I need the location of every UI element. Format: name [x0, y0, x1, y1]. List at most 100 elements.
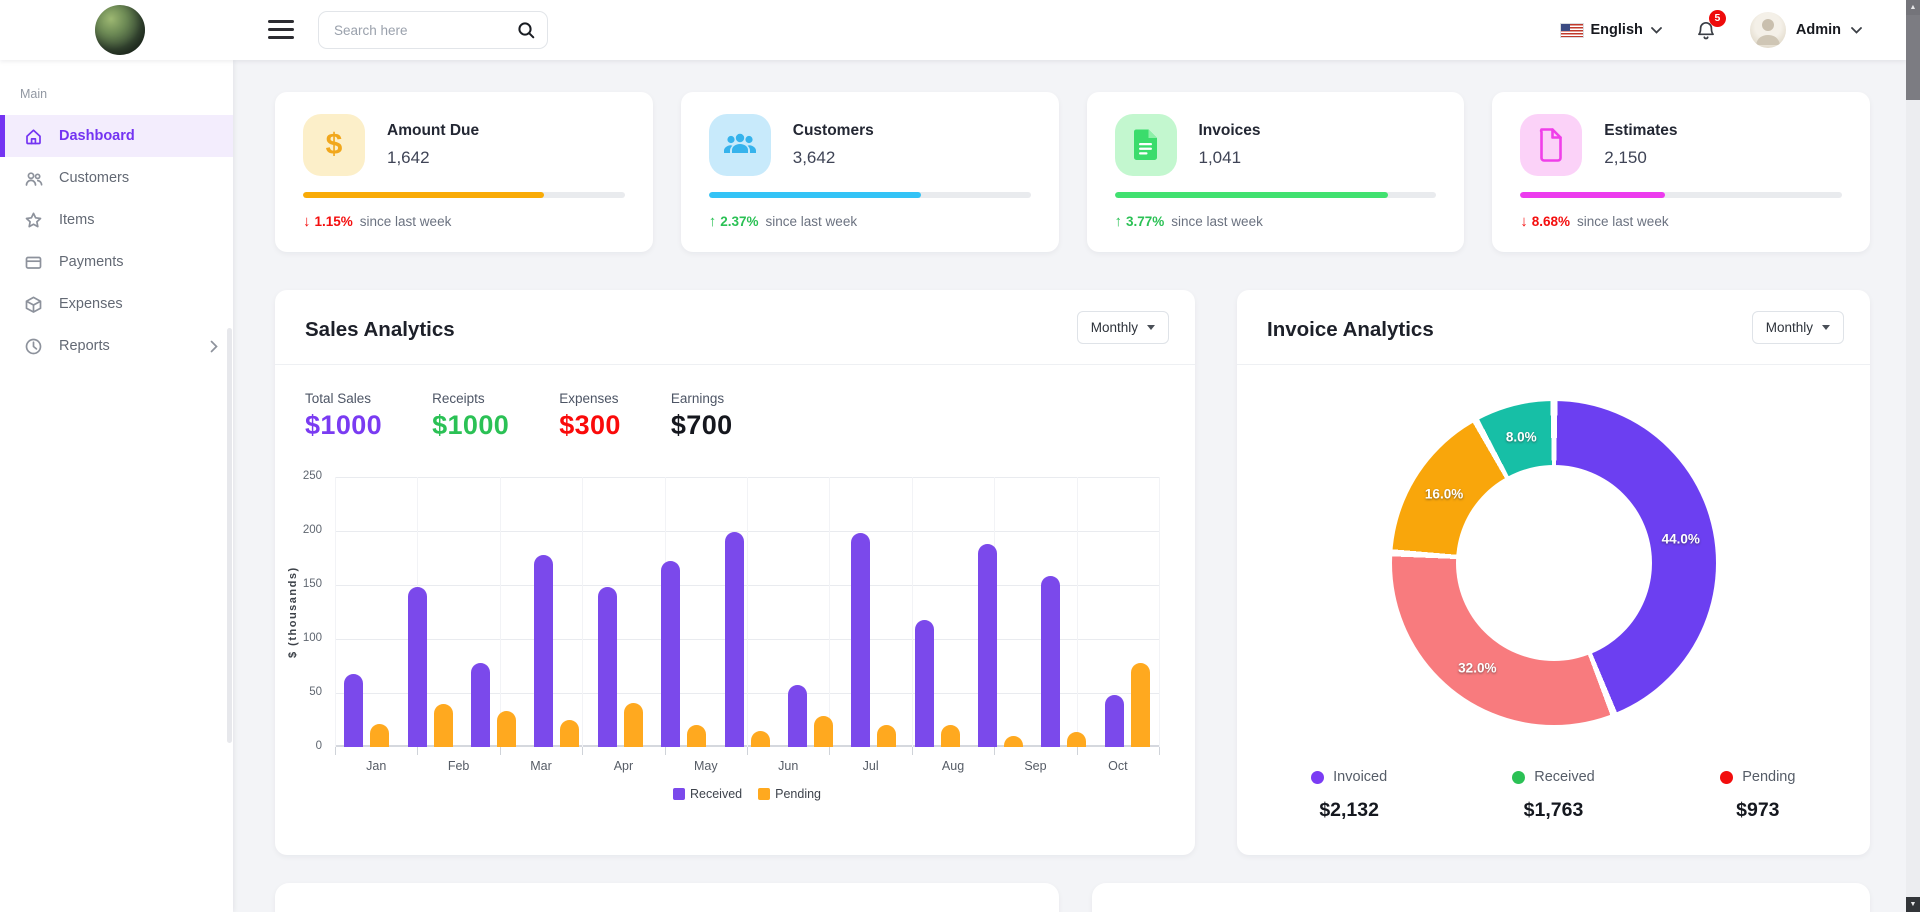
pending-bar: [1067, 731, 1087, 747]
x-tick-mark: [664, 747, 666, 755]
search-box: [318, 11, 548, 49]
language-label: English: [1590, 22, 1643, 38]
bottom-right-card: [1092, 883, 1870, 912]
credit-card-icon: [25, 256, 42, 269]
bar-group: [525, 477, 588, 747]
trend-percent: 8.68%: [1531, 214, 1571, 229]
menu-toggle-icon[interactable]: [268, 20, 294, 39]
language-selector[interactable]: English: [1559, 22, 1662, 38]
x-tick-mark: [1076, 747, 1078, 755]
search-icon[interactable]: [517, 21, 535, 39]
sidebar-item-customers[interactable]: Customers: [0, 157, 233, 199]
legend-received: Received $1,763: [1451, 769, 1655, 822]
notification-badge: 5: [1708, 9, 1726, 27]
sales-summary-row: Total Sales $1000 Receipts $1000 Expense…: [275, 365, 1195, 441]
summary-expenses: Expenses $300: [559, 391, 621, 440]
summary-earnings: Earnings $700: [670, 391, 733, 440]
sales-analytics-title: Sales Analytics: [305, 318, 455, 341]
sales-period-dropdown[interactable]: Monthly: [1076, 311, 1169, 344]
legend-pending: Pending $973: [1656, 769, 1860, 822]
received-bar: [851, 533, 871, 747]
scroll-down-button[interactable]: ▼: [1906, 897, 1920, 912]
trend-note: since last week: [1171, 214, 1263, 229]
users-icon: [25, 171, 43, 186]
scrollbar-thumb[interactable]: [1906, 15, 1920, 100]
sidebar-item-expenses[interactable]: Expenses: [0, 283, 233, 325]
company-logo[interactable]: [95, 5, 145, 55]
trend-arrow-icon: ↓: [1520, 213, 1528, 230]
sidebar-item-payments[interactable]: Payments: [0, 241, 233, 283]
x-axis-label: Mar: [530, 759, 552, 773]
progress-bar: [1114, 192, 1437, 198]
donut-slice-label: 8.0%: [1505, 429, 1537, 445]
x-tick-mark: [1159, 747, 1160, 755]
vertical-gridline: [1159, 477, 1160, 747]
pending-dot-icon: [1720, 770, 1734, 784]
stat-value: 1,642: [387, 148, 430, 167]
invoice-analytics-title: Invoice Analytics: [1267, 318, 1434, 341]
legend-invoiced: Invoiced $2,132: [1247, 769, 1451, 822]
x-tick-mark: [417, 747, 419, 755]
star-icon: [25, 212, 42, 227]
bar-group: [589, 477, 652, 747]
stat-card-amount-due: $ Amount Due 1,642 ↓ 1.15% since last we…: [275, 92, 653, 252]
user-menu[interactable]: Admin: [1749, 12, 1862, 48]
user-avatar: [1749, 12, 1786, 48]
sidebar-item-label: Reports: [59, 338, 110, 354]
bar-group: [1032, 477, 1095, 747]
caret-down-icon: [1822, 325, 1830, 330]
vertical-gridline: [747, 477, 748, 747]
bar-group: [969, 477, 1032, 747]
stat-card-customers: Customers 3,642 ↑ 2.37% since last week: [680, 92, 1059, 252]
trend-note: since last week: [1577, 214, 1669, 229]
trend-percent: 3.77%: [1126, 214, 1165, 229]
chevron-down-icon: [1650, 26, 1662, 34]
dollar-icon: $: [303, 114, 365, 176]
received-bar: [914, 619, 934, 747]
invoice-period-dropdown[interactable]: Monthly: [1751, 311, 1844, 344]
received-bar: [407, 587, 427, 747]
y-axis-title: $ (thousands): [287, 566, 299, 658]
y-tick-label: 50: [309, 686, 322, 698]
sidebar-item-dashboard[interactable]: Dashboard: [0, 115, 233, 157]
sidebar-item-reports[interactable]: Reports: [0, 325, 233, 367]
scroll-up-button[interactable]: ▲: [1906, 0, 1920, 15]
y-tick-label: 250: [302, 470, 322, 482]
donut-slice-label: 44.0%: [1661, 531, 1700, 547]
pending-amount: $973: [1736, 799, 1780, 821]
received-bar: [470, 662, 490, 747]
sidebar-item-items[interactable]: Items: [0, 199, 233, 241]
stat-value: 2,150: [1604, 148, 1647, 167]
customers-icon: [708, 114, 771, 176]
stat-card-estimates: Estimates 2,150 ↓ 8.68% since last week: [1492, 92, 1870, 252]
pending-bar: [1130, 662, 1150, 747]
received-bar: [534, 554, 554, 747]
sales-analytics-card: Sales Analytics Monthly Total Sales $100…: [275, 290, 1195, 855]
vertical-gridline: [335, 477, 336, 747]
sidebar-scrollbar[interactable]: [227, 328, 232, 743]
x-axis-label: Aug: [941, 759, 965, 773]
bar-group: [715, 477, 778, 747]
page-scrollbar[interactable]: ▲ ▼: [1906, 0, 1920, 912]
bar-group: [842, 477, 905, 747]
pending-bar: [877, 725, 897, 747]
chevron-right-icon: [210, 340, 218, 352]
user-name: Admin: [1795, 22, 1841, 38]
home-icon: [26, 128, 41, 144]
sales-bar-chart: $ (thousands) 0 50 100 150 200 250 Jan Feb Mar A…: [287, 470, 1160, 801]
invoiced-dot-icon: [1311, 770, 1325, 784]
sidebar-item-label: Items: [59, 212, 95, 228]
pending-bar: [370, 724, 390, 747]
pending-bar: [433, 703, 453, 747]
vertical-gridline: [911, 477, 913, 747]
progress-bar: [1520, 192, 1842, 198]
bar-group: [398, 477, 461, 747]
x-axis-label: Jul: [862, 759, 879, 773]
x-tick-mark: [829, 747, 831, 755]
invoice-file-icon: [1114, 114, 1177, 176]
notifications-button[interactable]: 5: [1695, 9, 1726, 41]
received-bar: [724, 532, 744, 747]
x-axis-label: May: [694, 759, 718, 773]
bar-group: [462, 477, 525, 747]
search-input[interactable]: [319, 22, 517, 38]
